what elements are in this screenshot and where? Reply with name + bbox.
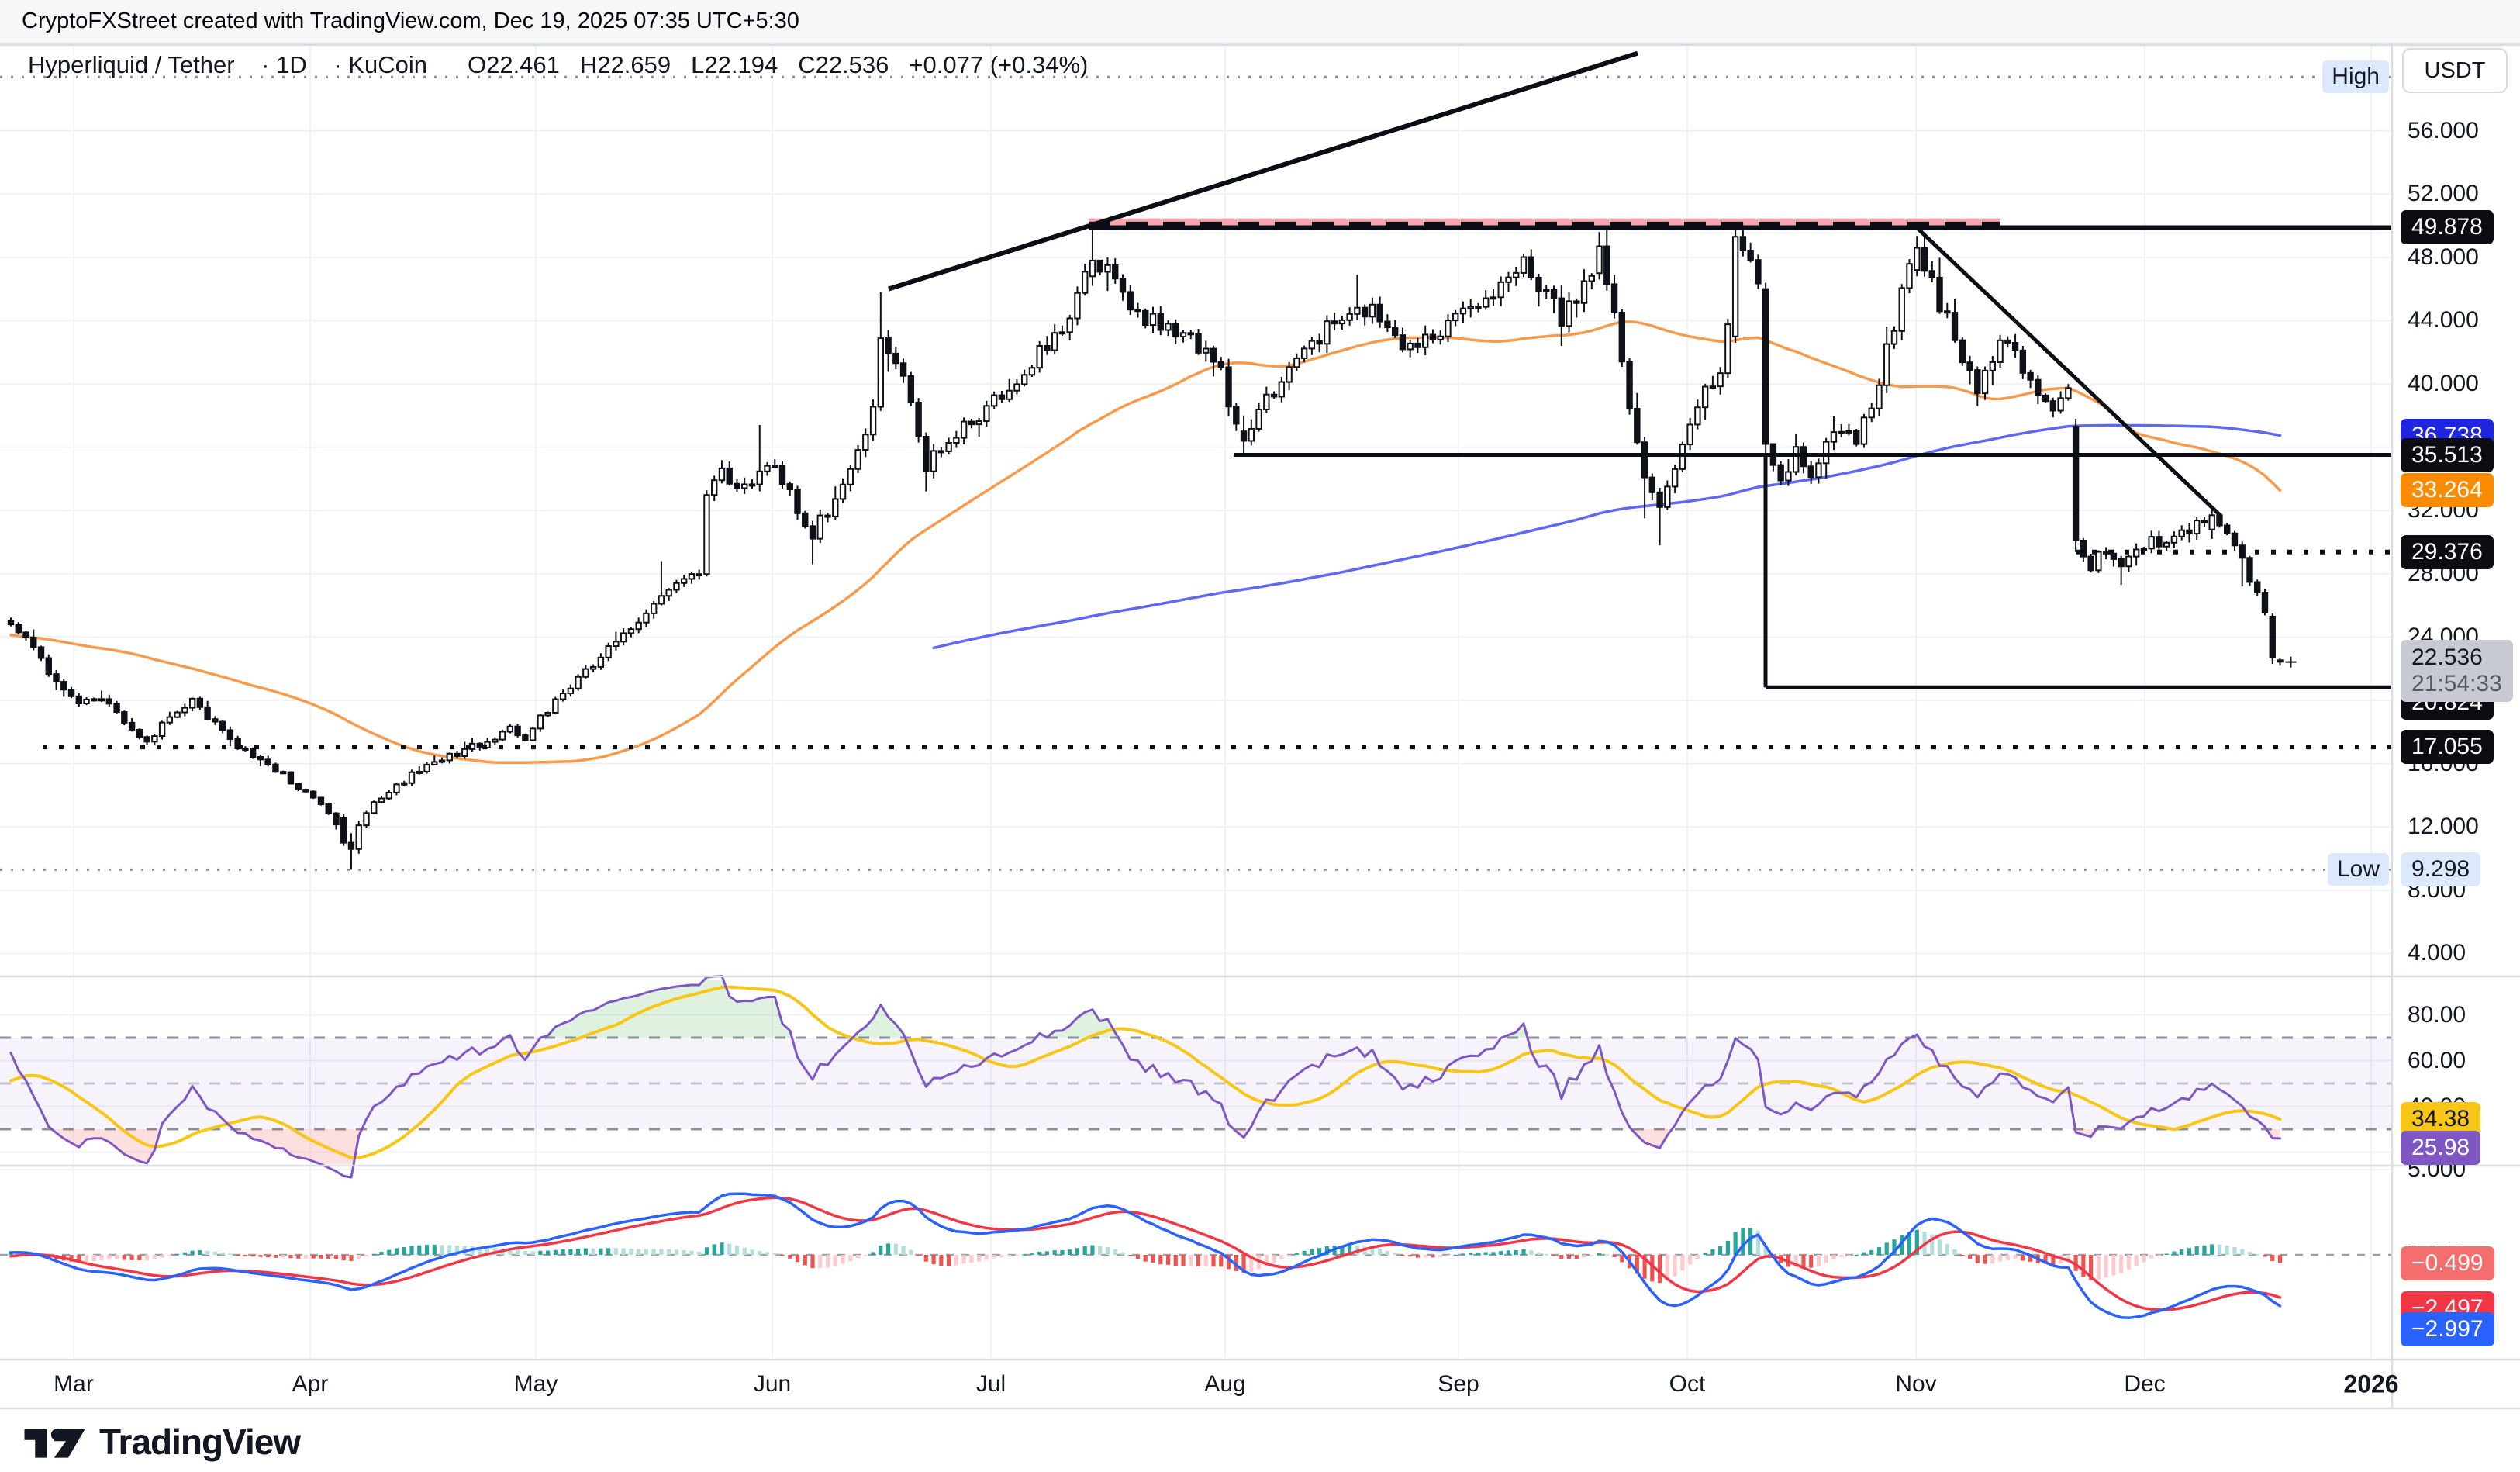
price-tick-44.000: 44.000 (2408, 307, 2479, 333)
level-35513-badge: 35.513 (2401, 437, 2494, 472)
price-tick-40.000: 40.000 (2408, 371, 2479, 396)
currency-toggle-button[interactable]: USDT (2402, 48, 2508, 93)
attribution-bar: CryptoFXStreet created with TradingView.… (0, 0, 2520, 44)
time-label-2026[interactable]: 2026 (2343, 1370, 2399, 1398)
macd-line-value-badge: −2.997 (2401, 1311, 2494, 1346)
time-label-aug[interactable]: Aug (1204, 1371, 1246, 1397)
time-label-jun[interactable]: Jun (753, 1371, 792, 1397)
tradingview-logo[interactable]: TradingView (23, 1421, 301, 1463)
rsi-ma-line (9, 985, 2282, 1159)
rsi-tick-60.00: 60.00 (2408, 1047, 2466, 1073)
time-label-dec[interactable]: Dec (2124, 1371, 2166, 1397)
tradingview-logo-icon (24, 1429, 85, 1458)
sma200-line (932, 423, 2282, 650)
time-label-nov[interactable]: Nov (1895, 1371, 1937, 1397)
rsi-value-badge: 25.98 (2401, 1130, 2481, 1165)
high-label: High (2322, 60, 2389, 94)
price-tick-52.000: 52.000 (2408, 181, 2479, 207)
time-label-apr[interactable]: Apr (292, 1371, 329, 1397)
low-value-badge: 9.298 (2401, 852, 2481, 887)
macd-signal-line (9, 1196, 2282, 1311)
rsi-fill (11, 980, 2280, 1038)
price-tick-12.000: 12.000 (2408, 814, 2479, 840)
level-49878-badge: 49.878 (2401, 210, 2494, 245)
ohlc-change: +0.077 (+0.34%) (909, 51, 1089, 78)
descending-trendline (1914, 224, 2223, 518)
level-29376-badge: 29.376 (2401, 534, 2494, 569)
ohlc-high: H22.659 (579, 51, 671, 78)
time-label-jul[interactable]: Jul (975, 1371, 1006, 1397)
time-label-sep[interactable]: Sep (1438, 1371, 1479, 1397)
symbol-title[interactable]: Hyperliquid / Tether · 1D · KuCoin (28, 51, 427, 78)
level-17055-badge: 17.055 (2401, 730, 2494, 765)
current-price-value: 22.536 (2411, 644, 2483, 671)
rsi-ma-value-badge: 34.38 (2401, 1102, 2481, 1137)
macd-hist-value-badge: −0.499 (2401, 1246, 2494, 1280)
ohlc-close: C22.536 (798, 51, 889, 78)
price-tick-48.000: 48.000 (2408, 244, 2479, 270)
last-price-marker (2285, 656, 2297, 668)
ascending-trendline (888, 50, 1638, 292)
ohlc-low: L22.194 (691, 51, 778, 78)
candles (7, 223, 2284, 870)
rsi-tick-80.00: 80.00 (2408, 1001, 2466, 1028)
time-label-oct[interactable]: Oct (1669, 1371, 1706, 1397)
tradingview-logo-text: TradingView (99, 1422, 301, 1462)
price-tick-4.000: 4.000 (2408, 940, 2466, 966)
macd-histogram (9, 1228, 2283, 1284)
ma50-value-badge: 33.264 (2401, 473, 2494, 508)
macd-line (9, 1192, 2282, 1320)
rsi-line (9, 974, 2281, 1179)
time-label-mar[interactable]: Mar (54, 1371, 94, 1397)
attribution-text: CryptoFXStreet created with TradingView.… (22, 9, 799, 33)
ohlc-open: O22.461 (467, 51, 560, 78)
price-tick-56.000: 56.000 (2408, 117, 2479, 143)
low-label: Low (2327, 853, 2389, 886)
candle-countdown: 21:54:33 (2411, 671, 2502, 697)
chart-legend[interactable]: Hyperliquid / Tether · 1D · KuCoin O22.46… (28, 51, 1108, 79)
sma50-line (9, 320, 2282, 765)
time-label-may[interactable]: May (513, 1371, 558, 1397)
current-price-badge: 22.536 21:54:33 (2401, 640, 2513, 703)
